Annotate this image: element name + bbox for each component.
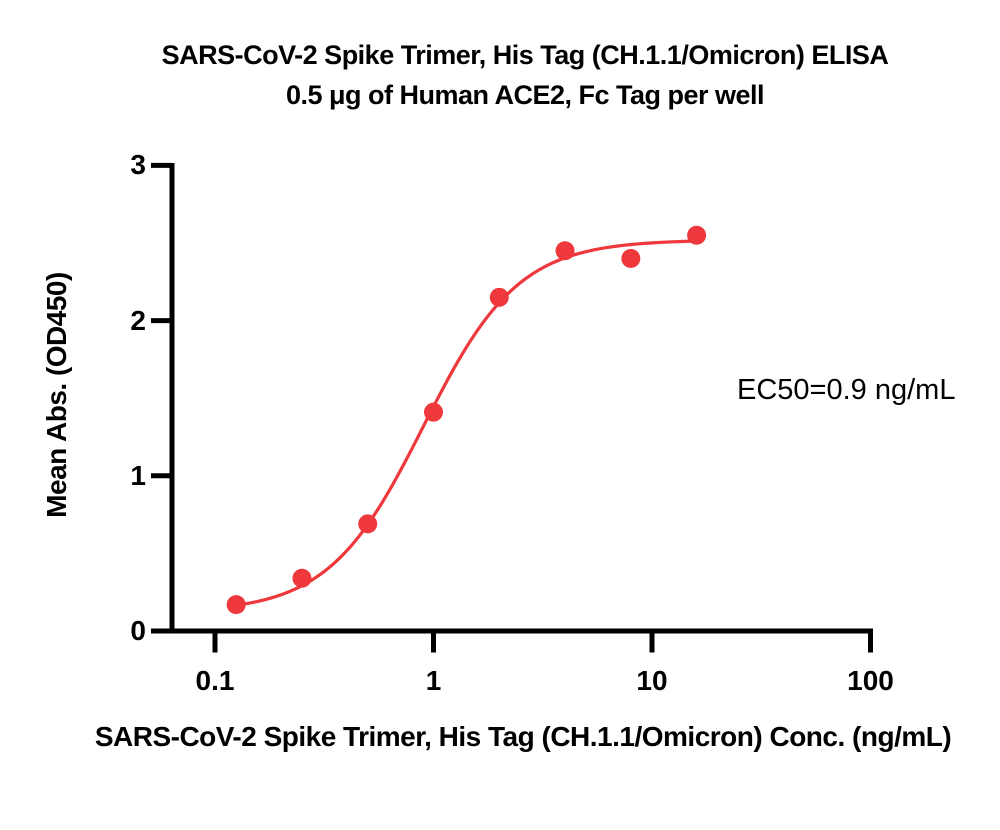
y-tick-label: 1 (130, 459, 146, 491)
data-point (687, 225, 707, 245)
data-point (292, 568, 312, 588)
y-tick-label: 2 (130, 304, 146, 336)
chart-title-line1: SARS-CoV-2 Spike Trimer, His Tag (CH.1.1… (161, 40, 889, 70)
y-tick-label: 0 (130, 615, 146, 646)
data-point (489, 287, 509, 307)
x-tick-label: 0.1 (195, 665, 235, 696)
ec50-annotation: EC50=0.9 ng/mL (737, 374, 956, 406)
data-point (424, 402, 443, 422)
data-point (555, 241, 575, 261)
x-axis-label: SARS-CoV-2 Spike Trimer, His Tag (CH.1.1… (94, 721, 952, 752)
chart-title-line2: 0.5 μg of Human ACE2, Fc Tag per well (285, 80, 765, 110)
fit-curve (234, 239, 699, 607)
x-tick-label: 100 (847, 665, 894, 696)
data-point (621, 249, 641, 269)
data-point (358, 514, 378, 534)
y-tick-label: 3 (130, 149, 146, 181)
x-tick-label: 1 (425, 665, 442, 696)
x-tick-label: 10 (636, 665, 668, 696)
data-point (226, 595, 246, 615)
